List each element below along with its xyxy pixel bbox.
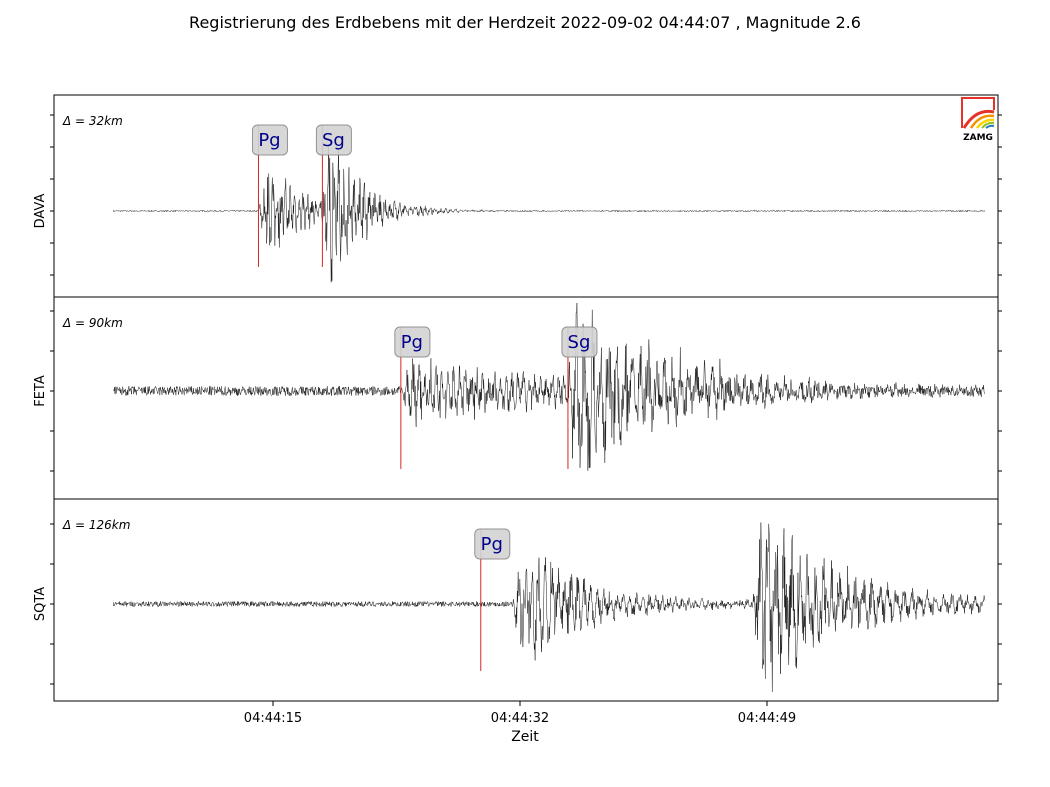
logo-arc-4	[981, 121, 995, 129]
zamg-logo: ZAMG	[961, 97, 995, 143]
station-label: SQTA	[33, 587, 48, 621]
panel-frame	[53, 94, 999, 298]
pick-label: Sg	[568, 332, 591, 353]
x-axis-label: Zeit	[511, 729, 539, 745]
pick-label-box	[315, 124, 352, 156]
pick-label: Pg	[401, 332, 423, 353]
distance-label: Δ = 90km	[62, 316, 123, 330]
panel-frame	[53, 296, 999, 500]
distance-label: Δ = 32km	[62, 114, 123, 128]
panel-dava: DAVA Δ = 32km Pg Sg	[33, 94, 1002, 298]
logo-arc-5	[985, 124, 995, 129]
pick-label-box	[394, 326, 431, 358]
pick-label: Pg	[481, 534, 503, 555]
pick-label: Pg	[258, 130, 280, 151]
logo-arc-1	[962, 109, 995, 129]
logo-arc-2	[969, 114, 995, 129]
x-tick-label: 04:44:32	[491, 711, 549, 726]
waveform-trace	[112, 522, 986, 693]
logo-frame	[961, 97, 995, 128]
panel-frame	[53, 498, 999, 702]
waveform-trace	[112, 145, 986, 283]
panel-feta: FETA Δ = 90km Pg Sg	[33, 296, 1002, 500]
pick-label: Sg	[322, 130, 345, 151]
panel-sqta: SQTA Δ = 126km Pg	[33, 498, 1002, 702]
logo-text: ZAMG	[963, 133, 993, 143]
seismogram-panels: DAVA Δ = 32km Pg Sg FETA Δ = 90km Pg Sg SQTA Δ = …	[33, 94, 1002, 702]
waveform-trace	[113, 302, 986, 471]
distance-label: Δ = 126km	[62, 518, 130, 532]
logo-arc-3	[976, 118, 995, 129]
x-tick-label: 04:44:15	[244, 711, 302, 726]
station-label: DAVA	[33, 194, 48, 229]
pick-label-box	[561, 326, 598, 358]
pick-label-box	[474, 528, 511, 560]
x-axis: 04:44:15 04:44:32 04:44:49	[244, 701, 796, 726]
pick-label-box	[251, 124, 288, 156]
station-label: FETA	[33, 375, 48, 407]
chart-title: Registrierung des Erdbebens mit der Herd…	[189, 13, 861, 32]
x-tick-label: 04:44:49	[738, 711, 796, 726]
